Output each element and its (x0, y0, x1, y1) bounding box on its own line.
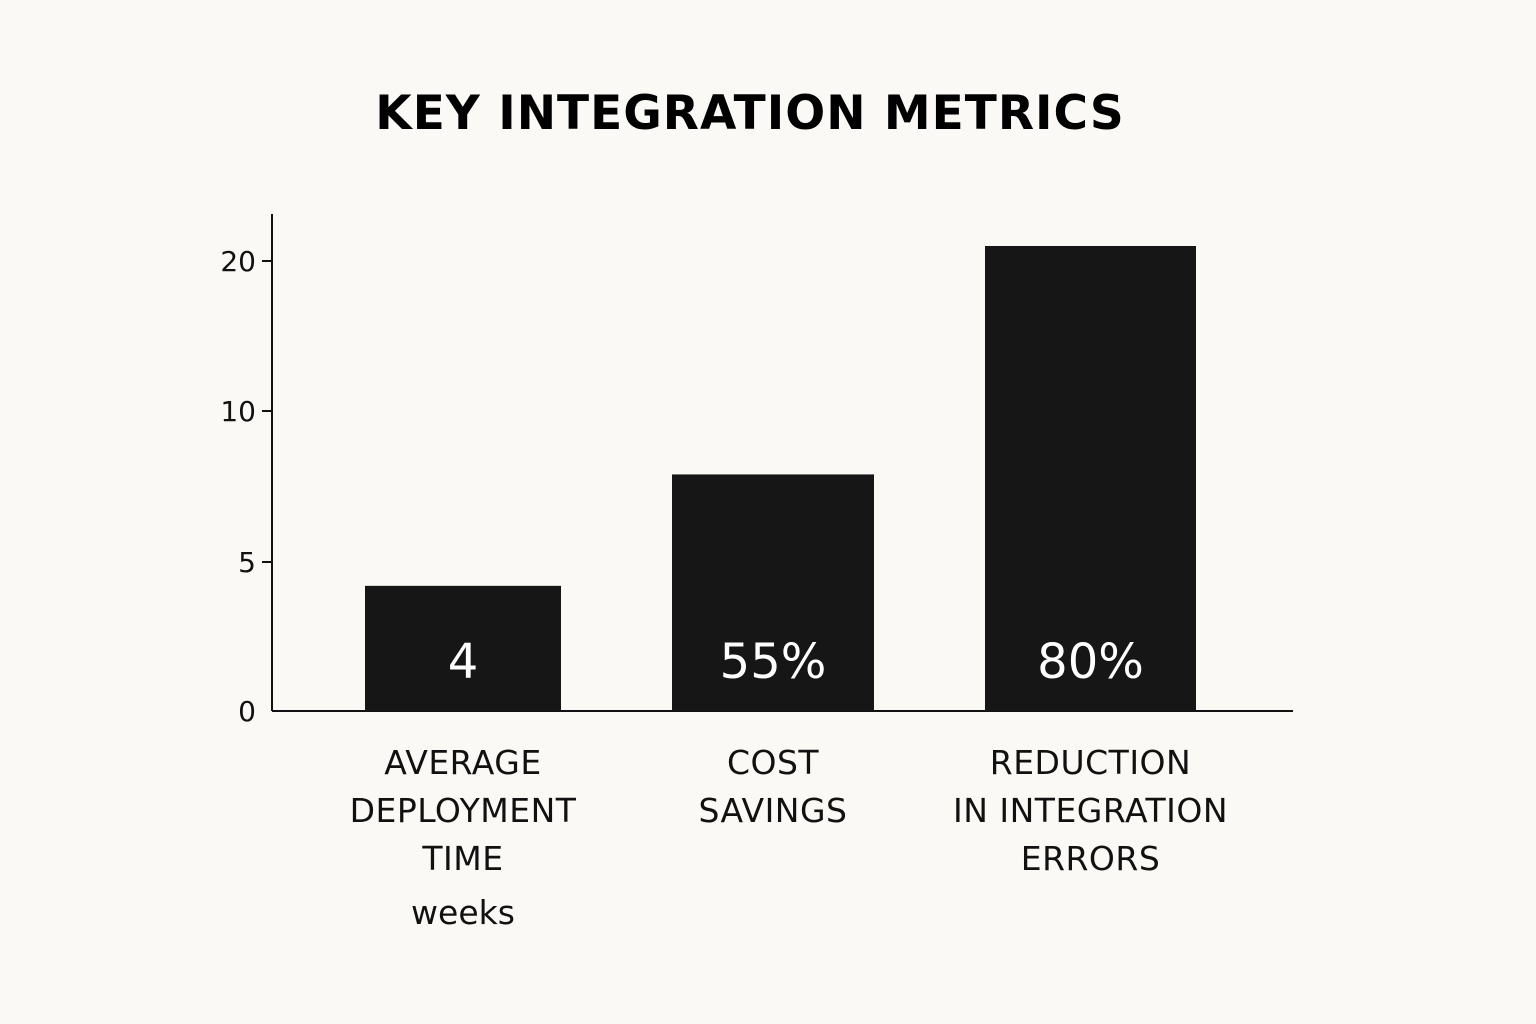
bars: 4 55% 80% (365, 246, 1196, 711)
x-category-label: DEPLOYMENT (350, 791, 577, 830)
y-tick-label: 20 (220, 245, 256, 278)
x-category-label: IN INTEGRATION (953, 791, 1228, 830)
bar-data-label: 55% (720, 634, 827, 690)
bar-data-label: 4 (448, 634, 479, 690)
bar-data-label: 80% (1037, 634, 1144, 690)
bar (672, 474, 874, 711)
x-category-label: REDUCTION (990, 743, 1191, 782)
bar (985, 246, 1196, 711)
bar (365, 585, 561, 711)
x-category-label: AVERAGE (384, 743, 541, 782)
x-category-label: SAVINGS (698, 791, 847, 830)
x-category-label: COST (727, 743, 819, 782)
y-tick-label: 10 (220, 395, 256, 428)
y-tick-label: 0 (238, 695, 256, 728)
x-axis-labels: AVERAGE DEPLOYMENT TIME weeks COST SAVINGS RED… (350, 743, 1228, 932)
y-tick-label: 5 (238, 546, 256, 579)
x-category-unit: weeks (411, 893, 515, 932)
y-axis-ticks: 0 5 10 20 (220, 245, 272, 728)
x-category-label: ERRORS (1021, 839, 1161, 878)
chart-title: KEY INTEGRATION METRICS (375, 86, 1124, 141)
x-category-label: TIME (421, 839, 503, 878)
